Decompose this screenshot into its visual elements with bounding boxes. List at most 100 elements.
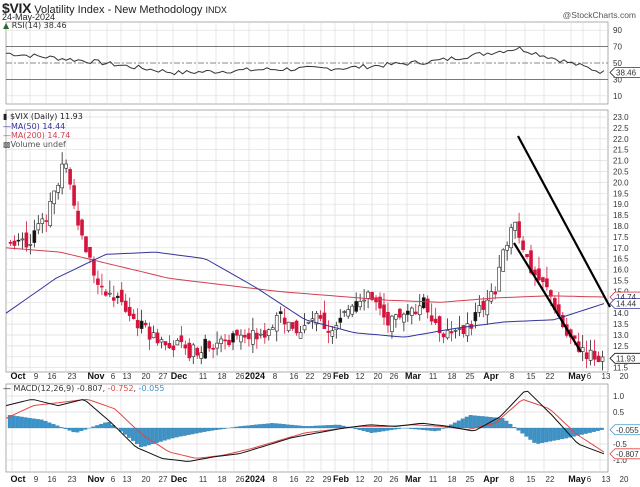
svg-text:16.5: 16.5 bbox=[613, 255, 629, 264]
symbol: $VIX bbox=[2, 0, 32, 16]
svg-text:14.0: 14.0 bbox=[613, 309, 629, 318]
svg-text:Mar: Mar bbox=[405, 474, 422, 484]
svg-text:13: 13 bbox=[123, 372, 132, 381]
ma50-legend: —MA(50) 14.44 bbox=[3, 122, 66, 131]
svg-text:23: 23 bbox=[68, 372, 77, 381]
svg-text:15.5: 15.5 bbox=[613, 277, 629, 286]
svg-text:21.5: 21.5 bbox=[613, 146, 629, 155]
svg-text:20: 20 bbox=[142, 372, 151, 381]
svg-text:20: 20 bbox=[374, 372, 383, 381]
svg-text:26: 26 bbox=[236, 372, 245, 381]
svg-text:Apr: Apr bbox=[483, 371, 499, 381]
svg-text:-0.5: -0.5 bbox=[613, 440, 627, 449]
svg-text:12: 12 bbox=[356, 475, 365, 484]
svg-text:18.5: 18.5 bbox=[613, 211, 629, 220]
svg-text:30: 30 bbox=[613, 75, 622, 84]
value-badge: 38.46 bbox=[609, 67, 640, 78]
svg-text:29: 29 bbox=[323, 372, 332, 381]
svg-text:9: 9 bbox=[34, 372, 39, 381]
value-badge: 14.44 bbox=[609, 298, 640, 310]
ma200-legend: —MA(200) 14.74 bbox=[3, 131, 71, 140]
svg-text:11: 11 bbox=[429, 475, 438, 484]
svg-text:11: 11 bbox=[199, 475, 208, 484]
value-badge: -0.807 bbox=[609, 448, 640, 460]
svg-text:22: 22 bbox=[546, 372, 555, 381]
macd-line-icon: — bbox=[3, 384, 11, 393]
svg-text:16: 16 bbox=[48, 475, 57, 484]
svg-text:13.0: 13.0 bbox=[613, 331, 629, 340]
svg-text:8: 8 bbox=[273, 475, 278, 484]
svg-text:19.0: 19.0 bbox=[613, 200, 629, 209]
svg-text:22: 22 bbox=[306, 475, 315, 484]
upper-trendline bbox=[517, 135, 611, 308]
svg-text:18.0: 18.0 bbox=[613, 222, 629, 231]
svg-text:2024: 2024 bbox=[245, 474, 265, 484]
value-badge: -0.055 bbox=[609, 424, 640, 436]
signal-line bbox=[5, 398, 605, 459]
svg-text:14.74: 14.74 bbox=[616, 293, 637, 302]
svg-text:0.5: 0.5 bbox=[613, 408, 625, 417]
svg-text:22: 22 bbox=[306, 372, 315, 381]
svg-text:Feb: Feb bbox=[333, 371, 350, 381]
stockcharts-credit[interactable]: @StockCharts.com bbox=[562, 10, 636, 20]
svg-text:6: 6 bbox=[587, 475, 592, 484]
svg-text:Dec: Dec bbox=[171, 474, 188, 484]
chart-title: $VIX Volatility Index - New Methodology … bbox=[2, 0, 227, 16]
svg-text:22: 22 bbox=[546, 475, 555, 484]
price-legend: ▮ $VIX (Daily) 11.93 bbox=[3, 112, 83, 121]
svg-text:6: 6 bbox=[111, 475, 116, 484]
svg-text:70: 70 bbox=[613, 43, 622, 52]
candle-icon: ▮ bbox=[3, 112, 8, 121]
svg-text:-1.0: -1.0 bbox=[613, 456, 627, 465]
svg-text:2024: 2024 bbox=[245, 371, 265, 381]
svg-text:17.5: 17.5 bbox=[613, 233, 629, 242]
svg-text:25: 25 bbox=[466, 475, 475, 484]
svg-text:26: 26 bbox=[390, 475, 399, 484]
svg-text:Feb: Feb bbox=[333, 474, 350, 484]
svg-text:Apr: Apr bbox=[483, 474, 499, 484]
svg-text:10: 10 bbox=[613, 92, 622, 101]
svg-text:Nov: Nov bbox=[87, 371, 104, 381]
svg-text:90: 90 bbox=[613, 26, 622, 35]
svg-text:11.5: 11.5 bbox=[613, 364, 629, 373]
svg-text:11: 11 bbox=[429, 372, 438, 381]
svg-text:26: 26 bbox=[236, 475, 245, 484]
svg-text:6: 6 bbox=[111, 372, 116, 381]
value-badge: 11.93 bbox=[609, 352, 640, 364]
svg-text:Oct: Oct bbox=[10, 474, 25, 484]
lower-trendline bbox=[513, 242, 582, 353]
svg-text:50: 50 bbox=[613, 59, 622, 68]
ma50-line bbox=[5, 251, 605, 338]
svg-text:8: 8 bbox=[510, 475, 515, 484]
macd-line bbox=[5, 390, 605, 462]
svg-text:20: 20 bbox=[142, 475, 151, 484]
volume-legend: ▩Volume undef bbox=[3, 140, 66, 149]
svg-text:13.5: 13.5 bbox=[613, 320, 629, 329]
svg-text:20: 20 bbox=[620, 475, 629, 484]
svg-text:22.0: 22.0 bbox=[613, 135, 629, 144]
svg-text:38.46: 38.46 bbox=[616, 68, 637, 77]
svg-text:8: 8 bbox=[510, 372, 515, 381]
svg-text:25: 25 bbox=[466, 372, 475, 381]
svg-text:23: 23 bbox=[68, 475, 77, 484]
svg-text:18: 18 bbox=[218, 475, 227, 484]
volume-bars-icon: ▩ bbox=[3, 140, 11, 149]
exchange: INDX bbox=[205, 5, 227, 15]
svg-text:20.0: 20.0 bbox=[613, 178, 629, 187]
svg-text:16: 16 bbox=[48, 372, 57, 381]
svg-text:Dec: Dec bbox=[171, 371, 188, 381]
svg-text:18: 18 bbox=[448, 372, 457, 381]
svg-text:Oct: Oct bbox=[10, 371, 25, 381]
svg-text:27: 27 bbox=[159, 372, 168, 381]
svg-text:26: 26 bbox=[390, 372, 399, 381]
svg-text:13: 13 bbox=[602, 475, 611, 484]
svg-text:8: 8 bbox=[273, 372, 278, 381]
rsi-line bbox=[6, 46, 605, 76]
svg-text:May: May bbox=[568, 371, 586, 381]
svg-text:9: 9 bbox=[34, 475, 39, 484]
svg-text:20.5: 20.5 bbox=[613, 168, 629, 177]
svg-text:18: 18 bbox=[218, 372, 227, 381]
svg-text:15: 15 bbox=[527, 475, 536, 484]
svg-text:12: 12 bbox=[356, 372, 365, 381]
